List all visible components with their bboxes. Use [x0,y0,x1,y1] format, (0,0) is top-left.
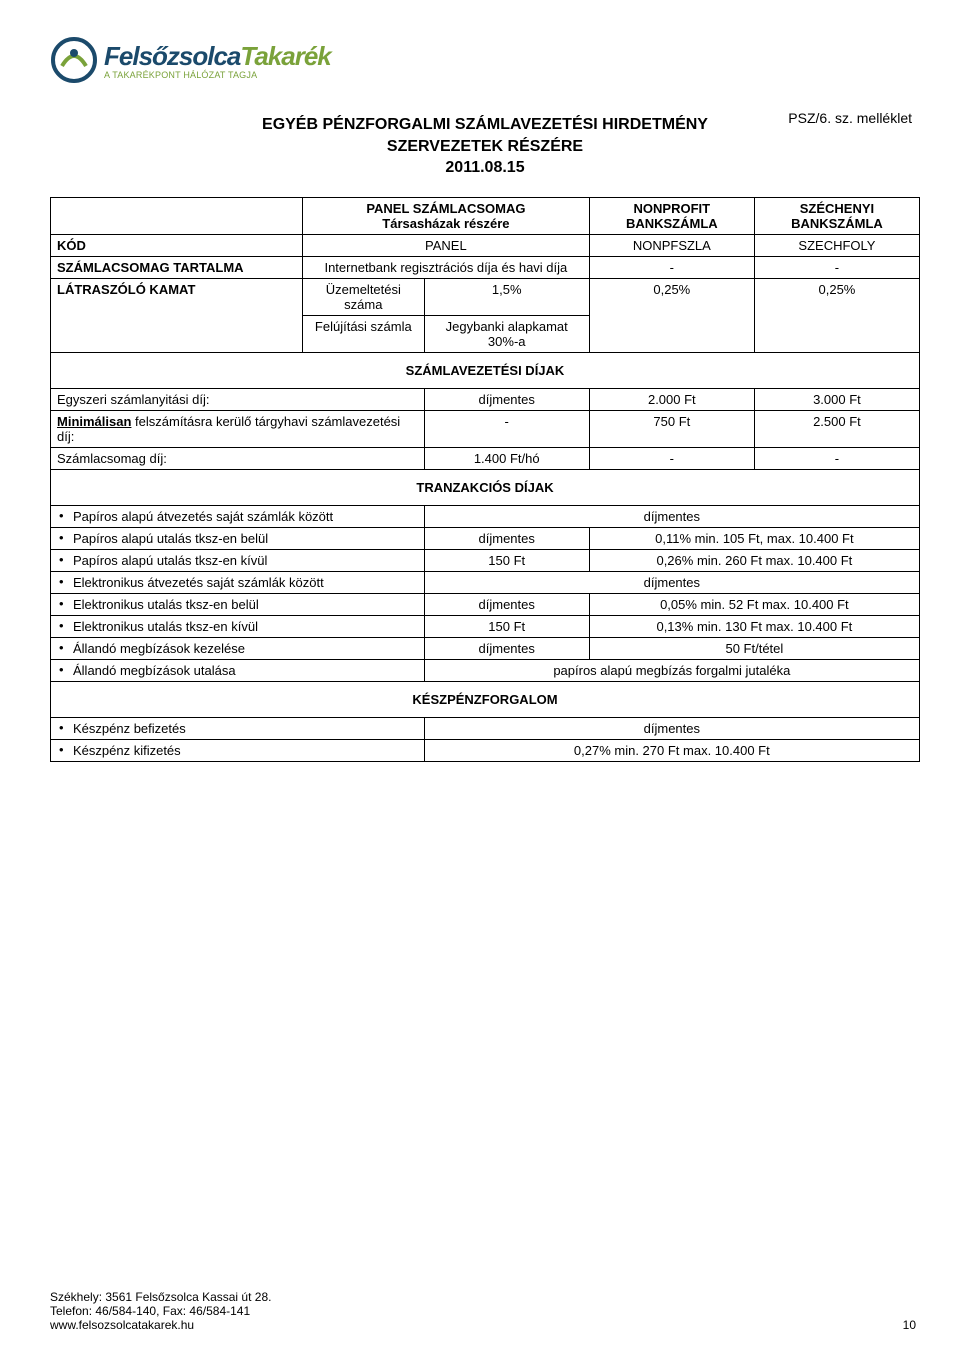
section-szamlavez-label: SZÁMLAVEZETÉSI DÍJAK [51,352,920,388]
tranz-b-2: 150 Ft [424,549,589,571]
section-tranz: TRANZAKCIÓS DÍJAK [51,469,920,505]
szv-r3a: Számlacsomag díj: [51,447,425,469]
tranz-cd-7: papíros alapú megbízás forgalmi jutaléka [424,659,919,681]
kesz-a-0: Készpénz befizetés [51,717,425,739]
tranz-a-7: Állandó megbízások utalása [51,659,425,681]
felujitasi-label: Felújítási számla [303,315,425,352]
szv-r1a: Egyszeri számlanyitási díj: [51,388,425,410]
footer-l2: Telefon: 46/584-140, Fax: 46/584-141 [50,1304,916,1318]
logo-mark-icon [50,36,98,84]
tartalma-c4: - [754,256,919,278]
tranz-cd-5: 0,13% min. 130 Ft max. 10.400 Ft [589,615,919,637]
row-tartalma: SZÁMLACSOMAG TARTALMA Internetbank regis… [51,256,920,278]
kesz-cd-1: 0,27% min. 270 Ft max. 10.400 Ft [424,739,919,761]
szv-r1c: 2.000 Ft [589,388,754,410]
tranz-a-1: Papíros alapú utalás tksz-en belül [51,527,425,549]
tranz-cd-4: 0,05% min. 52 Ft max. 10.400 Ft [589,593,919,615]
tranz-a-2: Papíros alapú utalás tksz-en kívül [51,549,425,571]
row-latra-2: Felújítási számla Jegybanki alapkamat 30… [51,315,920,352]
row-szv-3: Számlacsomag díj: 1.400 Ft/hó - - [51,447,920,469]
row-szv-1: Egyszeri számlanyitási díj: díjmentes 2.… [51,388,920,410]
document-reference: PSZ/6. sz. melléklet [788,110,912,126]
kod-label: KÓD [57,238,86,253]
section-szamlavez: SZÁMLAVEZETÉSI DÍJAK [51,352,920,388]
kesz-cd-0: díjmentes [424,717,919,739]
section-kesz: KÉSZPÉNZFORGALOM [51,681,920,717]
uz-v2: 0,25% [589,278,754,315]
szv-r1d: 3.000 Ft [754,388,919,410]
title-line-2: SZERVEZETEK RÉSZÉRE [50,136,920,158]
tranz-cd-6: 50 Ft/tétel [589,637,919,659]
tartalma-c3: - [589,256,754,278]
tranz-a-6: Állandó megbízások kezelése [51,637,425,659]
logo-brand-1: Felsőzsolca [104,41,240,71]
felujitasi-value: Jegybanki alapkamat 30%-a [424,315,589,352]
row-latra-1: LÁTRASZÓLÓ KAMAT Üzemeltetési száma 1,5%… [51,278,920,315]
row-szv-2: Minimálisan felszámításra kerülő tárgyha… [51,410,920,447]
uzemeltetesi-label: Üzemeltetési száma [303,278,425,315]
tartalma-value: Internetbank regisztrációs díja és havi … [303,256,590,278]
logo-text-wrap: FelsőzsolcaTakarék A TAKARÉKPONT HÁLÓZAT… [104,41,331,80]
footer-l3: www.felsozsolcatakarek.hu [50,1318,916,1332]
latra-label: LÁTRASZÓLÓ KAMAT [57,282,195,297]
footer-l1: Székhely: 3561 Felsőzsolca Kassai út 28. [50,1290,916,1304]
tranz-row-2: Papíros alapú utalás tksz-en kívül 150 F… [51,549,920,571]
tranz-b-5: 150 Ft [424,615,589,637]
tranz-b-6: díjmentes [424,637,589,659]
tranz-row-6: Állandó megbízások kezelése díjmentes 50… [51,637,920,659]
tranz-a-3: Elektronikus átvezetés saját számlák köz… [51,571,425,593]
logo: FelsőzsolcaTakarék A TAKARÉKPONT HÁLÓZAT… [50,30,920,90]
tranz-row-0: Papíros alapú átvezetés saját számlák kö… [51,505,920,527]
section-tranz-label: TRANZAKCIÓS DÍJAK [51,469,920,505]
kod-szechfoly: SZECHFOLY [754,234,919,256]
section-kesz-label: KÉSZPÉNZFORGALOM [51,681,920,717]
tranz-row-5: Elektronikus utalás tksz-en kívül 150 Ft… [51,615,920,637]
kod-panel: PANEL [303,234,590,256]
table-header-row: PANEL SZÁMLACSOMAG Társasházak részére N… [51,197,920,234]
footer: Székhely: 3561 Felsőzsolca Kassai út 28.… [50,1290,916,1332]
hdr-col3-l2: BANKSZÁMLA [761,216,913,231]
title-line-3: 2011.08.15 [50,157,920,179]
tranz-row-1: Papíros alapú utalás tksz-en belül díjme… [51,527,920,549]
tranz-row-4: Elektronikus utalás tksz-en belül díjmen… [51,593,920,615]
tranz-cd-2: 0,26% min. 260 Ft max. 10.400 Ft [589,549,919,571]
tranz-a-0: Papíros alapú átvezetés saját számlák kö… [51,505,425,527]
tranz-cd-0: díjmentes [424,505,919,527]
tranz-cd-3: díjmentes [424,571,919,593]
pricing-table: PANEL SZÁMLACSOMAG Társasházak részére N… [50,197,920,762]
uz-v1: 1,5% [424,278,589,315]
row-kod: KÓD PANEL NONPFSZLA SZECHFOLY [51,234,920,256]
szv-r1b: díjmentes [424,388,589,410]
kod-nonpfszla: NONPFSZLA [589,234,754,256]
tranz-b-1: díjmentes [424,527,589,549]
tartalma-label: SZÁMLACSOMAG TARTALMA [57,260,244,275]
hdr-col1-l2: Társasházak részére [309,216,583,231]
kesz-row-0: Készpénz befizetés díjmentes [51,717,920,739]
page-number: 10 [903,1318,916,1332]
hdr-col3-l1: SZÉCHENYI [761,201,913,216]
szv-r3d: - [754,447,919,469]
szv-r3b: 1.400 Ft/hó [424,447,589,469]
szv-r3c: - [589,447,754,469]
kesz-row-1: Készpénz kifizetés 0,27% min. 270 Ft max… [51,739,920,761]
tranz-row-7: Állandó megbízások utalása papíros alapú… [51,659,920,681]
tranz-a-5: Elektronikus utalás tksz-en kívül [51,615,425,637]
logo-brand-2: Takarék [240,41,330,71]
szv-r2b: - [424,410,589,447]
szv-r2c: 750 Ft [589,410,754,447]
hdr-col2-l2: BANKSZÁMLA [596,216,748,231]
szv-r2a: Minimálisan felszámításra kerülő tárgyha… [51,410,425,447]
hdr-col2-l1: NONPROFIT [596,201,748,216]
tranz-row-3: Elektronikus átvezetés saját számlák köz… [51,571,920,593]
tranz-cd-1: 0,11% min. 105 Ft, max. 10.400 Ft [589,527,919,549]
hdr-col1-l1: PANEL SZÁMLACSOMAG [309,201,583,216]
szv-r2d: 2.500 Ft [754,410,919,447]
tranz-a-4: Elektronikus utalás tksz-en belül [51,593,425,615]
kesz-a-1: Készpénz kifizetés [51,739,425,761]
tranz-b-4: díjmentes [424,593,589,615]
uz-v3: 0,25% [754,278,919,315]
